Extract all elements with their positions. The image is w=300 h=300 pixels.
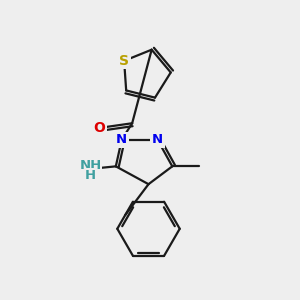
Text: O: O <box>94 121 105 135</box>
Text: NH: NH <box>80 159 102 172</box>
Text: N: N <box>116 133 127 146</box>
Text: S: S <box>119 54 129 68</box>
Text: H: H <box>85 169 96 182</box>
Text: N: N <box>152 133 163 146</box>
